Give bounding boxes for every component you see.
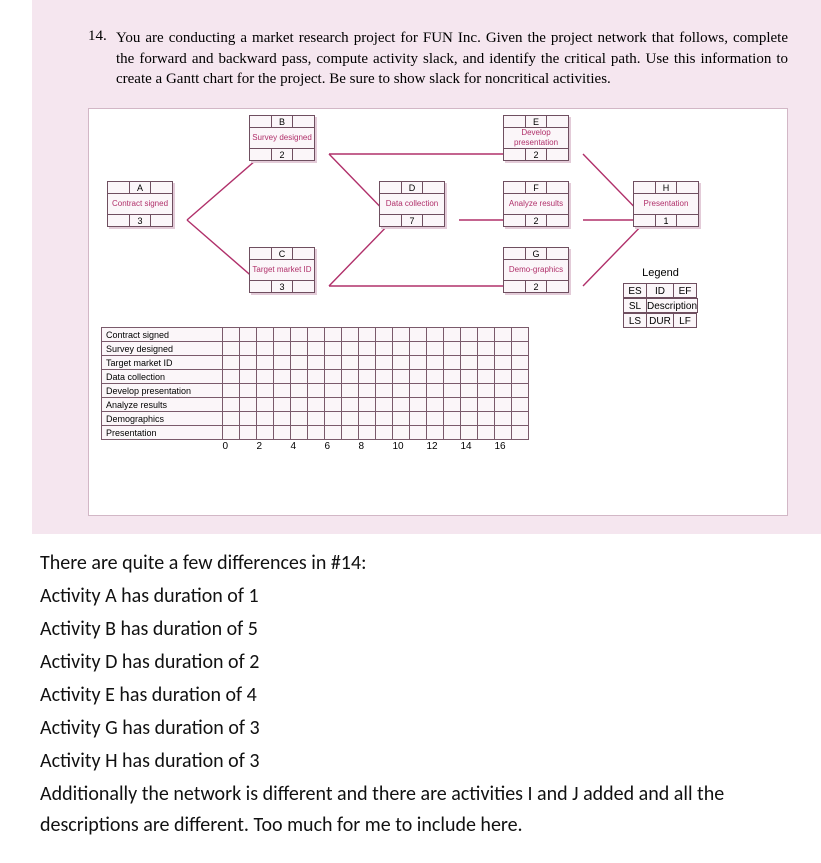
activity-dur: 2 <box>525 280 548 293</box>
gantt-row-label: Contract signed <box>102 328 223 342</box>
activity-id: G <box>525 247 548 260</box>
activity-b: BSurvey designed2 <box>249 115 315 161</box>
legend-title: Legend <box>623 267 698 279</box>
activity-a: AContract signed3 <box>107 181 173 227</box>
activity-desc: Contract signed <box>107 194 173 214</box>
textbook-excerpt: 14. You are conducting a market research… <box>32 0 821 534</box>
table-row: Analyze results <box>102 398 529 412</box>
activity-id: B <box>271 115 294 128</box>
problem-number: 14. <box>88 28 107 45</box>
gantt-row-label: Survey designed <box>102 342 223 356</box>
table-row: Demographics <box>102 412 529 426</box>
problem-text: You are conducting a market research pro… <box>116 28 788 90</box>
edge-C-D <box>329 220 393 286</box>
notes-line: Activity E has duration of 4 <box>40 680 780 711</box>
activity-dur: 3 <box>271 280 294 293</box>
gantt-row-label: Target market ID <box>102 356 223 370</box>
table-row: Target market ID <box>102 356 529 370</box>
activity-desc: Analyze results <box>503 194 569 214</box>
table-row: Survey designed <box>102 342 529 356</box>
activity-dur: 2 <box>525 214 548 227</box>
notes-line: Activity B has duration of 5 <box>40 614 780 645</box>
gantt-row-label: Develop presentation <box>102 384 223 398</box>
notes-line: Activity G has duration of 3 <box>40 713 780 744</box>
activity-dur: 3 <box>129 214 152 227</box>
gantt-row-label: Data collection <box>102 370 223 384</box>
notes-line: Activity H has duration of 3 <box>40 746 780 777</box>
student-notes: There are quite a few differences in #14… <box>40 548 780 841</box>
table-row: Data collection <box>102 370 529 384</box>
activity-id: H <box>655 181 678 194</box>
activity-f: FAnalyze results2 <box>503 181 569 227</box>
notes-tail: Additionally the network is different an… <box>40 779 780 841</box>
activity-id: C <box>271 247 294 260</box>
notes-line: Activity D has duration of 2 <box>40 647 780 678</box>
activity-h: HPresentation1 <box>633 181 699 227</box>
activity-dur: 2 <box>271 148 294 161</box>
gantt-row-label: Demographics <box>102 412 223 426</box>
gantt-table: Contract signedSurvey designedTarget mar… <box>101 327 529 453</box>
activity-id: D <box>401 181 424 194</box>
activity-g: GDemo-graphics2 <box>503 247 569 293</box>
gantt-row-label: Analyze results <box>102 398 223 412</box>
edge-A-B <box>187 154 263 220</box>
table-row: Presentation <box>102 426 529 440</box>
table-row: Contract signed <box>102 328 529 342</box>
activity-desc: Develop presentation <box>503 128 569 148</box>
activity-desc: Presentation <box>633 194 699 214</box>
activity-e: EDevelop presentation2 <box>503 115 569 161</box>
activity-desc: Demo-graphics <box>503 260 569 280</box>
gantt-axis: 0246810121416 <box>102 440 529 454</box>
diagram-container: AContract signed3BSurvey designed2CTarge… <box>88 108 788 516</box>
activity-dur: 2 <box>525 148 548 161</box>
notes-line: Activity A has duration of 1 <box>40 581 780 612</box>
activity-id: E <box>525 115 548 128</box>
table-row: Develop presentation <box>102 384 529 398</box>
gantt-row-label: Presentation <box>102 426 223 440</box>
activity-c: CTarget market ID3 <box>249 247 315 293</box>
activity-dur: 1 <box>655 214 678 227</box>
notes-intro: There are quite a few differences in #14… <box>40 548 780 579</box>
activity-d: DData collection7 <box>379 181 445 227</box>
legend: LegendESIDEFSLDescriptionLSDURLF <box>623 267 698 328</box>
activity-dur: 7 <box>401 214 424 227</box>
activity-id: A <box>129 181 152 194</box>
activity-desc: Survey designed <box>249 128 315 148</box>
activity-id: F <box>525 181 548 194</box>
activity-desc: Target market ID <box>249 260 315 280</box>
activity-desc: Data collection <box>379 194 445 214</box>
gantt-chart: Contract signedSurvey designedTarget mar… <box>101 327 529 453</box>
page: 14. You are conducting a market research… <box>0 0 821 863</box>
